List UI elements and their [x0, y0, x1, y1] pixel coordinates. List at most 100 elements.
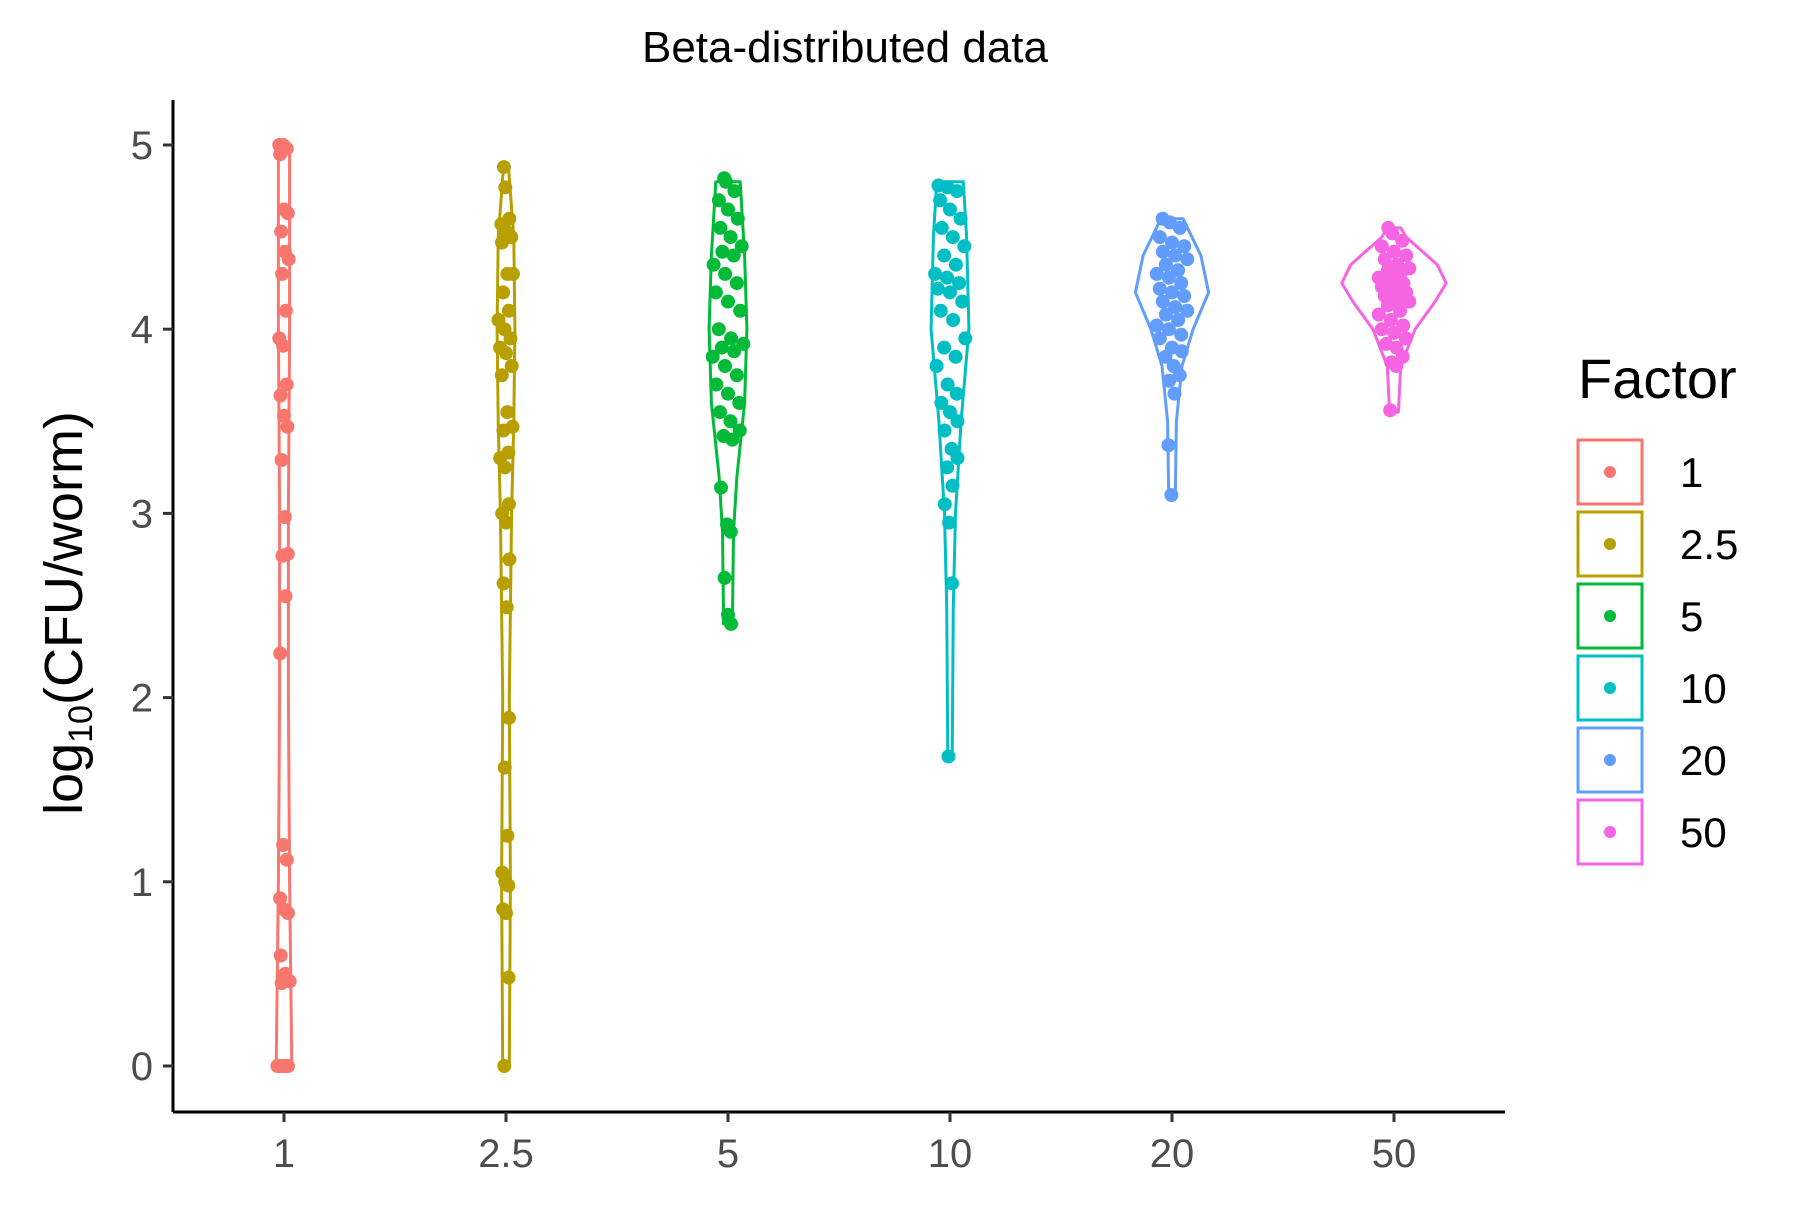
data-point-10 [934, 395, 949, 410]
data-point-50 [1385, 226, 1400, 241]
data-point-10 [934, 220, 949, 235]
data-point-10 [950, 451, 965, 466]
data-point-10 [945, 230, 960, 245]
data-point-10 [955, 294, 970, 309]
data-point-10 [937, 248, 952, 263]
data-point-5 [714, 340, 729, 355]
data-point-20 [1161, 438, 1176, 453]
data-point-50 [1402, 294, 1417, 309]
data-point-5 [711, 193, 726, 208]
legend-label-10: 10 [1680, 665, 1727, 712]
data-point-2.5 [496, 423, 511, 438]
data-point-50 [1395, 233, 1410, 248]
y-axis-label: log10(CFU/worm) [34, 411, 100, 815]
data-point-2.5 [497, 460, 512, 475]
data-point-5 [727, 184, 742, 199]
data-point-50 [1393, 303, 1408, 318]
data-point-20 [1161, 322, 1176, 337]
data-point-2.5 [496, 576, 511, 591]
data-point-2.5 [500, 405, 515, 420]
data-point-2.5 [499, 906, 513, 921]
data-point-20 [1177, 239, 1192, 254]
data-point-20 [1168, 248, 1183, 263]
data-point-10 [940, 377, 955, 392]
data-point-1 [274, 224, 289, 239]
legend: Factor 1 2.5 5 10 20 50 [1576, 347, 1738, 866]
data-point-2.5 [496, 160, 511, 175]
x-tick-label: 5 [717, 1132, 739, 1176]
violin-layer [274, 143, 1448, 1068]
data-point-2.5 [497, 760, 512, 775]
data-point-2.5 [496, 285, 511, 300]
data-point-5 [732, 395, 747, 410]
data-point-10 [937, 423, 952, 438]
data-point-5 [709, 377, 724, 392]
legend-key-1 [1576, 438, 1644, 506]
data-point-5 [729, 276, 744, 291]
data-point-20 [1155, 244, 1170, 259]
data-point-1 [274, 976, 289, 991]
data-point-5 [727, 344, 742, 359]
data-point-1 [273, 891, 288, 906]
data-point-5 [714, 480, 728, 495]
data-point-50 [1374, 239, 1389, 254]
data-point-5 [718, 359, 732, 373]
data-point-20 [1180, 252, 1195, 267]
data-point-50 [1389, 359, 1404, 373]
data-point-1 [273, 646, 288, 661]
data-point-10 [946, 313, 961, 327]
data-point-20 [1158, 307, 1173, 322]
data-point-5 [729, 368, 744, 383]
data-point-2.5 [503, 331, 518, 346]
data-point-1 [280, 206, 295, 221]
legend-dot-10 [1604, 682, 1616, 694]
data-point-50 [1383, 313, 1398, 327]
chart-title: Beta-distributed data [642, 23, 1049, 72]
data-point-1 [273, 388, 288, 403]
x-tick-label: 1 [273, 1132, 295, 1176]
data-point-10 [930, 281, 945, 296]
data-point-20 [1149, 266, 1164, 281]
data-point-10 [933, 303, 948, 318]
x-tick-label: 10 [928, 1132, 973, 1176]
data-point-2.5 [495, 235, 509, 250]
y-tick-label: 2 [131, 677, 153, 721]
data-point-20 [1167, 386, 1182, 401]
data-point-1 [281, 252, 296, 267]
data-point-2.5 [501, 710, 516, 725]
data-point-5 [726, 248, 741, 263]
data-point-10 [952, 276, 967, 291]
data-point-1 [281, 906, 295, 921]
y-tick-label: 1 [131, 861, 153, 905]
data-point-1 [275, 266, 290, 281]
x-tick-label: 2.5 [478, 1132, 534, 1176]
data-point-5 [705, 349, 720, 364]
data-point-10 [942, 515, 957, 530]
legend-dot-50 [1604, 826, 1616, 838]
svg-text:log10(CFU/worm): log10(CFU/worm) [34, 411, 100, 815]
violin-5 [707, 180, 749, 626]
legend-dot-2.5 [1604, 538, 1616, 550]
legend-dot-1 [1604, 466, 1616, 478]
data-point-5 [717, 570, 732, 585]
data-point-5 [724, 616, 738, 631]
data-point-1 [277, 1059, 291, 1073]
data-point-20 [1172, 368, 1187, 383]
data-point-2.5 [501, 878, 516, 893]
data-point-10 [928, 266, 943, 281]
data-point-5 [713, 405, 727, 420]
data-point-50 [1377, 252, 1392, 267]
data-point-2.5 [500, 828, 515, 843]
legend-label-1: 1 [1680, 449, 1703, 496]
data-point-5 [733, 303, 748, 318]
data-point-5 [706, 257, 721, 272]
data-point-20 [1155, 294, 1170, 309]
data-point-10 [945, 478, 960, 493]
data-point-10 [943, 285, 957, 300]
legend-label-5: 5 [1680, 593, 1703, 640]
y-axis-label-prefix: log [34, 743, 94, 815]
data-point-20 [1180, 303, 1195, 318]
data-point-1 [278, 303, 293, 318]
data-point-20 [1158, 349, 1173, 364]
